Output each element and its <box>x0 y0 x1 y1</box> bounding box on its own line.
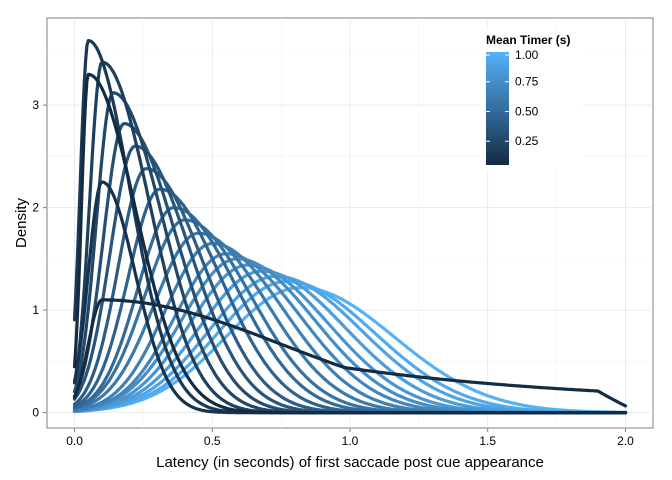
density-curve <box>72 298 628 408</box>
density-curves <box>72 39 628 415</box>
x-axis-title: Latency (in seconds) of first saccade po… <box>156 454 544 471</box>
y-axis: 0 1 2 3 <box>32 98 47 420</box>
y-tick-label: 3 <box>32 98 39 112</box>
x-tick-label: 1.5 <box>479 434 496 448</box>
x-tick-label: 2.0 <box>617 434 634 448</box>
y-axis-title: Density <box>13 197 30 248</box>
colorbar-legend: Mean Timer (s) 0.25 0.50 0.75 1.00 <box>479 30 583 170</box>
x-axis: 0.0 0.5 1.0 1.5 2.0 <box>66 428 634 448</box>
colorbar-tick-label: 0.75 <box>515 75 539 89</box>
density-curve <box>72 72 628 415</box>
legend-title: Mean Timer (s) <box>486 33 570 47</box>
density-curve <box>72 286 628 414</box>
x-tick-label: 0.5 <box>204 434 221 448</box>
y-tick-label: 2 <box>32 201 39 215</box>
y-tick-label: 0 <box>32 406 39 420</box>
colorbar-tick-label: 0.25 <box>515 134 539 148</box>
colorbar <box>486 52 509 165</box>
x-tick-label: 1.0 <box>342 434 359 448</box>
colorbar-ticks: 0.25 0.50 0.75 1.00 <box>486 48 539 148</box>
colorbar-tick-label: 1.00 <box>515 48 539 62</box>
x-tick-label: 0.0 <box>66 434 83 448</box>
colorbar-tick-label: 0.50 <box>515 104 539 118</box>
y-tick-label: 1 <box>32 303 39 317</box>
